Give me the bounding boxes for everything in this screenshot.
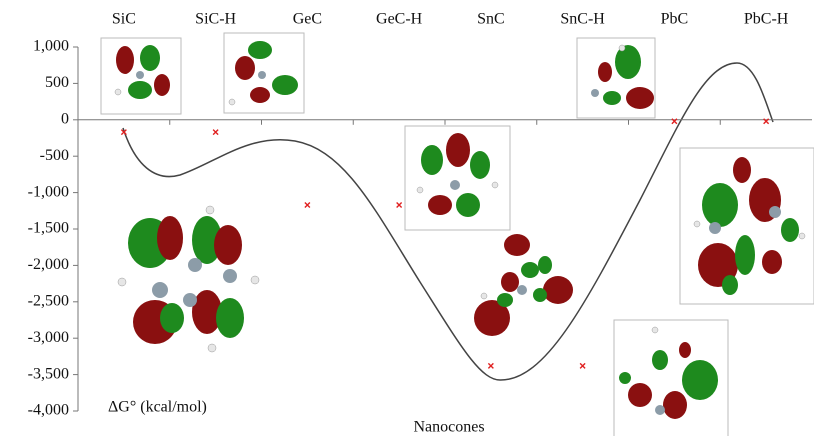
molecule-medium [474, 234, 573, 336]
point [304, 201, 311, 208]
point [487, 362, 494, 369]
molecule-images [100, 32, 814, 436]
y-tick-label: -4,000 [28, 402, 69, 419]
trend-curve [122, 62, 774, 381]
point [212, 129, 219, 136]
y-tick-label: -3,500 [28, 365, 69, 382]
molecule-large [117, 205, 260, 353]
y-tick-label: -3,000 [28, 329, 69, 346]
x-tick-label: GeC [293, 11, 322, 28]
y-tick-label: 0 [61, 110, 69, 127]
y-tick-label: -2,500 [28, 292, 69, 309]
x-tick-label: PbC-H [744, 11, 789, 28]
point [763, 118, 770, 125]
y-tick-label: -500 [40, 147, 69, 164]
y-tick-label: -2,000 [28, 256, 69, 273]
y-tick-label: 1,000 [33, 38, 69, 55]
x-tick-label: GeC-H [376, 11, 423, 28]
x-tick-label: PbC [661, 11, 689, 28]
point [396, 201, 403, 208]
point [579, 362, 586, 369]
x-tick-label: SiC [112, 11, 136, 28]
x-tick-label: SnC [477, 11, 505, 28]
y-tick-label: -1,500 [28, 220, 69, 237]
x-tick-label: SiC-H [195, 11, 236, 28]
point [671, 118, 678, 125]
x-axis-label: Nanocones [413, 419, 484, 436]
x-tick-label: SnC-H [560, 11, 605, 28]
y-axis-label: ΔG° (kcal/mol) [108, 399, 207, 416]
y-tick-label: 500 [45, 74, 69, 91]
point [120, 129, 127, 136]
y-tick-label: -1,000 [28, 183, 69, 200]
